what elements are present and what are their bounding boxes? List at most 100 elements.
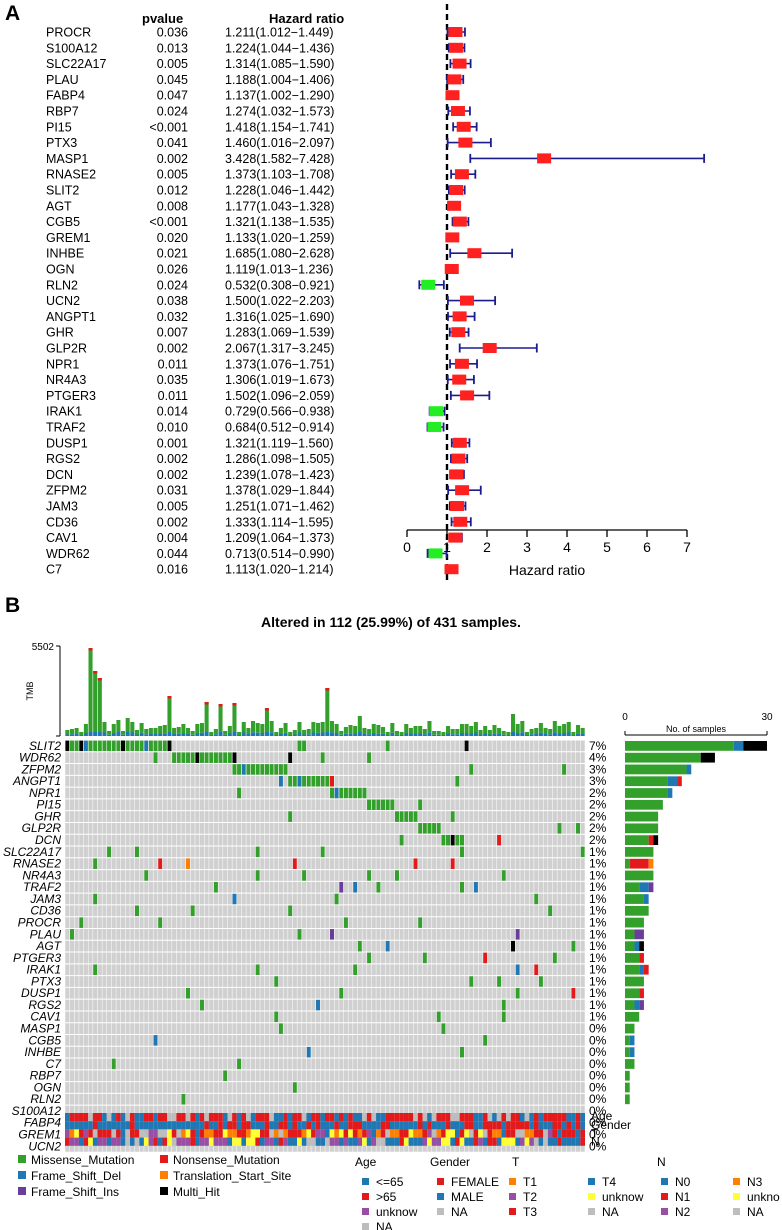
tmb-bar-del [148,734,153,736]
clinical-cell [297,1113,302,1122]
sample-count-bar [639,953,644,963]
clinical-cell [102,1137,107,1146]
tmb-bar [288,732,293,735]
clinical-cell [524,1113,530,1122]
clinical-cell [106,1113,112,1122]
clinical-cell [153,1113,158,1122]
tmb-bar [97,678,102,732]
tmb-bar [566,722,571,733]
clinical-cell [269,1129,274,1138]
clinical-cell [571,1137,576,1146]
mutation-cell [176,752,181,763]
clinical-cell [543,1129,548,1138]
sample-count-bar [634,941,640,952]
clinical-track-label: Gender [591,1118,631,1132]
tmb-bar-del [399,735,404,736]
pvalue-cell: 0.020 [157,231,188,245]
mutation-cell [367,952,372,964]
clinical-cell [538,1129,544,1138]
clinical-cell [371,1137,377,1146]
tmb-bar [297,722,302,733]
clinical-cell [222,1113,228,1122]
tmb-bar [102,722,107,733]
tmb-bar-del [497,734,502,736]
tmb-bar-del [562,733,567,736]
clinical-cell [278,1137,284,1146]
clinical-cell [417,1113,423,1122]
clinical-cell [148,1121,154,1130]
clinical-cell [264,1113,270,1122]
sample-count-bar [625,741,734,751]
clinical-cell [213,1113,219,1122]
mutation-cell [218,752,223,763]
mutation-cell [348,787,353,799]
clinical-cell [380,1129,386,1138]
mutation-cell [413,811,418,822]
panel-b-label: B [5,594,21,617]
tmb-bar-del [492,733,497,736]
sample-count-bar [625,976,644,987]
clinical-cell [473,1129,479,1138]
clinical-cell [311,1121,316,1130]
clinical-cell [139,1129,144,1138]
tmb-bar [334,724,339,733]
tmb-bar [302,730,307,735]
hr-box [456,121,471,132]
clinical-cell [362,1137,367,1146]
mutation-cell [534,893,539,905]
hr-cell: 1.500(1.022−2.203) [225,294,334,308]
gene-percent-label: 2% [589,821,607,835]
clinical-cell [250,1113,256,1122]
clinical-cell [301,1121,307,1130]
tmb-bar-del [520,732,525,736]
tmb-bar [176,727,181,734]
clinical-cell [208,1113,214,1122]
clinical-cell [403,1129,409,1138]
gene-label: DUSP1 [46,436,88,450]
clinical-cell [292,1113,298,1122]
clinical-cell [102,1121,107,1130]
legend-label: T2 [523,1190,537,1204]
mutation-cell [237,764,242,775]
clinical-cell [566,1137,572,1146]
clinical-cell [273,1137,279,1146]
sample-count-bar [625,776,668,787]
mutation-cell [432,823,437,834]
mutation-cell [576,823,581,834]
tmb-bar-del [65,734,70,736]
tmb-bar [408,728,413,734]
mutation-cell [357,787,362,799]
clinical-cell [501,1137,507,1146]
legend-swatch [509,1193,516,1200]
tmb-bar-del [483,733,488,736]
mutation-cell [255,764,260,775]
clinical-cell [246,1121,251,1130]
tmb-bar-del [334,733,339,736]
mutation-cell [232,764,237,775]
clinical-cell [329,1121,335,1130]
hr-box [455,485,470,496]
clinical-cell [250,1121,256,1130]
tmb-bar [515,724,520,733]
tmb-bar-del [316,732,321,736]
mutation-cell [408,811,413,822]
clinical-cell [222,1137,228,1146]
tmb-bar [125,718,130,732]
clinical-cell [403,1113,409,1122]
clinical-cell [459,1113,465,1122]
mutation-cell [288,775,293,787]
clinical-cell [130,1129,135,1138]
tmb-bar-del [302,734,307,736]
clinical-cell [111,1129,117,1138]
hr-box [427,422,442,432]
tmb-bar-del [422,734,427,736]
pvalue-cell: 0.041 [157,136,188,150]
clinical-cell [334,1137,339,1146]
tmb-bar-del [487,734,492,736]
tmb-bar [199,723,204,733]
legend-swatch [18,1171,26,1179]
clinical-cell [116,1137,121,1146]
clinical-cell [547,1121,553,1130]
oncoplot-gene-label: GLP2R [22,821,62,835]
mutation-cell [450,834,455,846]
